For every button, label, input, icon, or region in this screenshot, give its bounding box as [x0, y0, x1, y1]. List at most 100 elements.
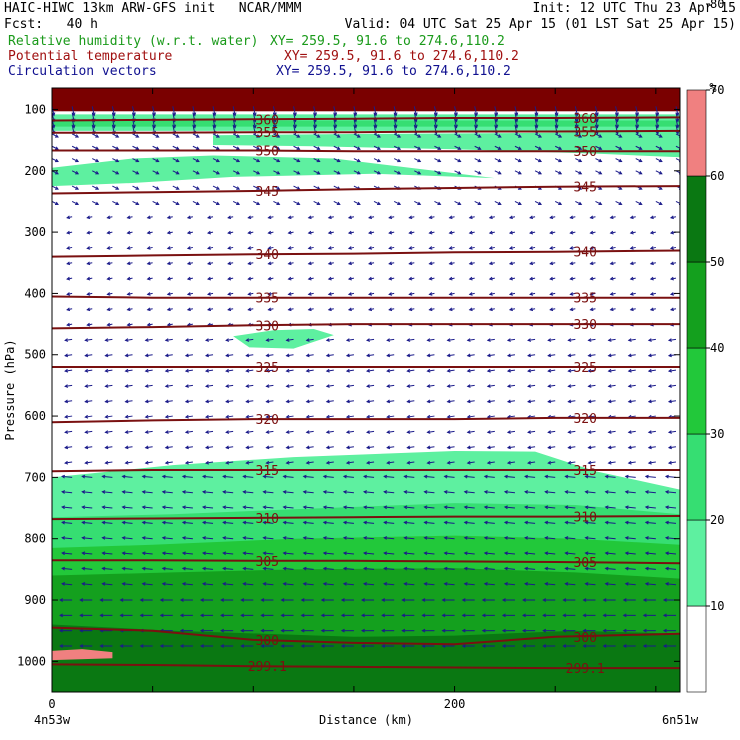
- circulation-vector: [649, 230, 656, 235]
- circulation-vector: [66, 307, 73, 312]
- circulation-vector: [649, 292, 656, 296]
- circulation-vector: [421, 613, 435, 618]
- circulation-vector: [222, 551, 234, 556]
- circulation-vector: [506, 368, 516, 373]
- circulation-vector: [366, 338, 375, 342]
- circulation-vector: [474, 133, 482, 138]
- circulation-vector: [245, 384, 254, 388]
- circulation-vector: [124, 368, 133, 373]
- circulation-vector: [503, 490, 515, 494]
- circulation-vector: [265, 460, 274, 465]
- circulation-vector: [64, 430, 73, 434]
- circulation-vector: [99, 598, 113, 602]
- circulation-vector: [86, 230, 93, 235]
- circulation-vector: [106, 292, 113, 296]
- circulation-vector: [119, 613, 133, 618]
- circulation-vector: [514, 145, 522, 150]
- circulation-vector: [159, 598, 173, 602]
- circulation-vector: [595, 133, 603, 138]
- circulation-vector: [466, 414, 475, 419]
- circulation-vector: [166, 322, 173, 327]
- circulation-vector: [567, 384, 576, 388]
- circulation-vector: [423, 551, 435, 556]
- circulation-vector: [426, 384, 435, 388]
- circulation-vector: [52, 431, 53, 432]
- circulation-vector: [386, 353, 395, 358]
- circulation-vector: [307, 261, 314, 266]
- circulation-vector: [342, 490, 354, 494]
- theta-contour-350: [52, 149, 680, 153]
- circulation-vector: [307, 246, 314, 250]
- circulation-vector: [622, 598, 636, 602]
- circulation-vector: [522, 628, 536, 633]
- circulation-vector: [184, 368, 193, 373]
- circulation-vector: [406, 368, 415, 373]
- circulation-vector: [64, 384, 73, 388]
- circulation-vector: [423, 505, 435, 510]
- circulation-vector: [393, 145, 402, 150]
- circulation-vector: [503, 582, 515, 586]
- circulation-vector: [383, 505, 395, 510]
- circulation-vector: [448, 230, 455, 235]
- theta-label-325-a: 325: [256, 361, 279, 376]
- circulation-vector: [441, 613, 455, 618]
- circulation-vector: [615, 145, 623, 150]
- circulation-vector: [212, 170, 220, 175]
- circulation-vector: [426, 414, 435, 419]
- circulation-vector: [368, 292, 375, 296]
- circulation-vector: [667, 430, 677, 434]
- circulation-vector: [644, 582, 656, 586]
- circulation-vector: [644, 566, 656, 571]
- circulation-vector: [325, 384, 334, 388]
- circulation-vector: [81, 505, 93, 510]
- circulation-vector: [426, 399, 435, 404]
- circulation-vector: [486, 384, 495, 388]
- circulation-vector: [589, 261, 596, 266]
- theta-contour-320: [52, 416, 680, 424]
- circulation-vector: [124, 399, 133, 404]
- circulation-vector: [589, 246, 596, 250]
- circulation-vector: [428, 276, 435, 281]
- circulation-vector: [186, 261, 193, 266]
- circulation-vector: [494, 133, 502, 138]
- circulation-vector: [144, 460, 153, 465]
- circulation-vector: [86, 246, 93, 250]
- circulation-vector: [647, 460, 656, 465]
- theta-contour-345: [52, 185, 680, 195]
- circulation-vector: [635, 145, 643, 150]
- field-theta-xy: XY= 259.5, 91.6 to 274.6,110.2: [284, 49, 519, 64]
- circulation-vector: [161, 536, 173, 540]
- circulation-vector: [106, 246, 113, 250]
- circulation-vector: [635, 158, 643, 163]
- circulation-vector: [253, 145, 261, 150]
- circulation-vector: [305, 384, 314, 388]
- circulation-vector: [104, 353, 113, 358]
- circulation-vector: [181, 536, 193, 540]
- circulation-vector: [104, 414, 113, 419]
- circulation-vector: [201, 474, 214, 479]
- circulation-vector: [273, 200, 281, 206]
- circulation-vector: [132, 145, 140, 150]
- circulation-vector: [584, 490, 596, 494]
- circulation-vector: [669, 307, 677, 312]
- circulation-vector: [119, 598, 133, 602]
- circulation-vector: [609, 230, 616, 235]
- circulation-vector: [443, 474, 455, 479]
- circulation-vector: [527, 430, 536, 434]
- circulation-vector: [363, 582, 375, 586]
- circulation-vector: [624, 582, 636, 586]
- circulation-vector: [547, 399, 556, 404]
- circulation-vector: [461, 644, 475, 648]
- circulation-vector: [144, 353, 153, 358]
- circulation-vector: [126, 230, 133, 235]
- theta-label-345-a: 345: [256, 185, 279, 200]
- circulation-vector: [225, 445, 234, 450]
- circulation-vector: [388, 307, 395, 312]
- circulation-vector: [81, 490, 93, 494]
- circulation-vector: [667, 338, 677, 342]
- circulation-vector: [212, 185, 220, 190]
- circulation-vector: [547, 430, 556, 434]
- circulation-vector: [506, 338, 516, 342]
- circulation-vector: [388, 261, 395, 266]
- circulation-vector: [322, 582, 334, 586]
